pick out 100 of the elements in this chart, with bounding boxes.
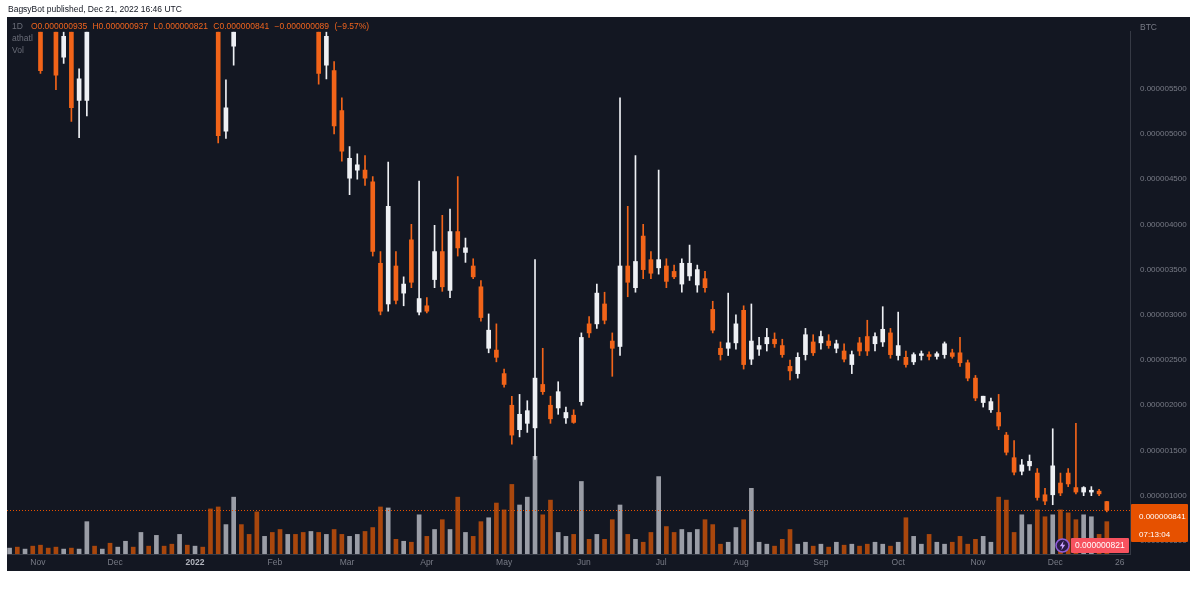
bar bbox=[1019, 514, 1025, 554]
bar bbox=[239, 524, 244, 554]
bar bbox=[61, 548, 66, 554]
bar bbox=[973, 538, 978, 554]
bar bbox=[463, 532, 468, 554]
bar bbox=[130, 546, 136, 554]
bar bbox=[1034, 509, 1040, 554]
bar bbox=[470, 536, 476, 554]
bar bbox=[324, 534, 329, 554]
x-tick-label: Mar bbox=[339, 557, 355, 568]
bar bbox=[895, 541, 901, 554]
y-tick-label: 0.000002000 bbox=[1140, 400, 1188, 410]
candlestick bbox=[455, 176, 461, 257]
bar bbox=[857, 545, 862, 554]
bar bbox=[99, 548, 105, 554]
bar bbox=[208, 508, 213, 554]
bar bbox=[409, 541, 414, 554]
x-tick-label: Aug bbox=[733, 557, 749, 568]
y-tick-label: 0.000002500 bbox=[1140, 355, 1188, 365]
bar bbox=[269, 532, 275, 554]
candlestick bbox=[354, 153, 360, 180]
bar bbox=[864, 543, 870, 554]
text: BagsyBot published, Dec 21, 2022 16:46 UTC bbox=[8, 3, 182, 15]
text: 07:13:04 bbox=[1139, 530, 1171, 539]
bar bbox=[177, 534, 182, 554]
bar bbox=[880, 543, 886, 554]
bar bbox=[378, 506, 383, 554]
bar bbox=[14, 546, 20, 554]
y-axis-title: BTC bbox=[1140, 21, 1157, 33]
x-tick-label: Nov bbox=[970, 557, 987, 568]
x-tick-label: Apr bbox=[420, 557, 434, 568]
bar bbox=[772, 545, 777, 554]
bar bbox=[965, 543, 971, 554]
bar bbox=[571, 534, 576, 554]
candlestick bbox=[895, 311, 901, 361]
bar bbox=[1004, 499, 1009, 554]
bar bbox=[1050, 514, 1056, 554]
bar bbox=[316, 532, 321, 554]
bar bbox=[810, 545, 816, 554]
bar bbox=[579, 481, 584, 554]
bar bbox=[347, 536, 352, 554]
bar bbox=[146, 545, 151, 554]
bar bbox=[524, 496, 530, 554]
chart-title: 1D bbox=[12, 21, 23, 31]
bar bbox=[432, 529, 437, 554]
x-tick-label: Jun bbox=[577, 557, 592, 568]
x-tick-label: May bbox=[496, 557, 513, 568]
bar bbox=[262, 536, 267, 554]
bar bbox=[633, 538, 638, 554]
candlestick bbox=[725, 292, 731, 356]
bar bbox=[200, 546, 206, 554]
bar bbox=[30, 545, 36, 554]
bar bbox=[1027, 524, 1032, 554]
bar bbox=[826, 546, 831, 554]
bar bbox=[231, 496, 236, 554]
bar bbox=[687, 532, 692, 554]
bar bbox=[602, 538, 607, 554]
y-tick-label: 0.000003000 bbox=[1140, 310, 1188, 320]
bar bbox=[656, 476, 661, 554]
candlestick bbox=[625, 205, 631, 298]
candlestick bbox=[756, 337, 762, 356]
x-tick-label: Nov bbox=[30, 557, 47, 568]
bar bbox=[354, 534, 360, 554]
annotation: 0.000000821 bbox=[1075, 540, 1125, 550]
bar bbox=[911, 536, 916, 554]
bar bbox=[849, 543, 855, 554]
bar bbox=[123, 540, 128, 554]
bar bbox=[749, 488, 754, 554]
y-tick-label: 0.000003500 bbox=[1140, 264, 1188, 274]
bar bbox=[942, 543, 947, 554]
y-tick-label: 0.000001500 bbox=[1140, 445, 1188, 455]
bar bbox=[718, 543, 723, 554]
bar bbox=[92, 545, 97, 554]
bar bbox=[494, 502, 499, 554]
bar bbox=[486, 517, 491, 554]
bar bbox=[996, 496, 1001, 554]
bar bbox=[694, 529, 700, 554]
bar bbox=[455, 496, 461, 554]
x-tick-label: Jul bbox=[655, 557, 667, 568]
x-tick-label: Oct bbox=[891, 557, 906, 568]
bar bbox=[710, 524, 716, 554]
bar bbox=[741, 519, 746, 554]
bar bbox=[834, 541, 839, 554]
bar bbox=[764, 543, 770, 554]
annotation: Vol bbox=[12, 44, 24, 56]
bar bbox=[888, 545, 893, 554]
x-tick-label: 26 bbox=[1114, 557, 1125, 568]
candlestick bbox=[609, 332, 615, 377]
bar bbox=[803, 541, 808, 554]
bar bbox=[154, 535, 159, 554]
bar bbox=[38, 544, 43, 554]
bar bbox=[640, 541, 646, 554]
bar bbox=[664, 526, 669, 554]
bar bbox=[300, 532, 306, 554]
bar bbox=[385, 507, 391, 554]
ref-line-label: 0.000000841 bbox=[1139, 512, 1186, 522]
bar bbox=[540, 514, 546, 554]
chart-subtitle: O0.000000935 H0.000000937 L0.000000821 C0.000000841 −0.000000089 (−9.57%) bbox=[30, 21, 370, 31]
bar bbox=[439, 519, 445, 554]
bar bbox=[548, 499, 553, 554]
